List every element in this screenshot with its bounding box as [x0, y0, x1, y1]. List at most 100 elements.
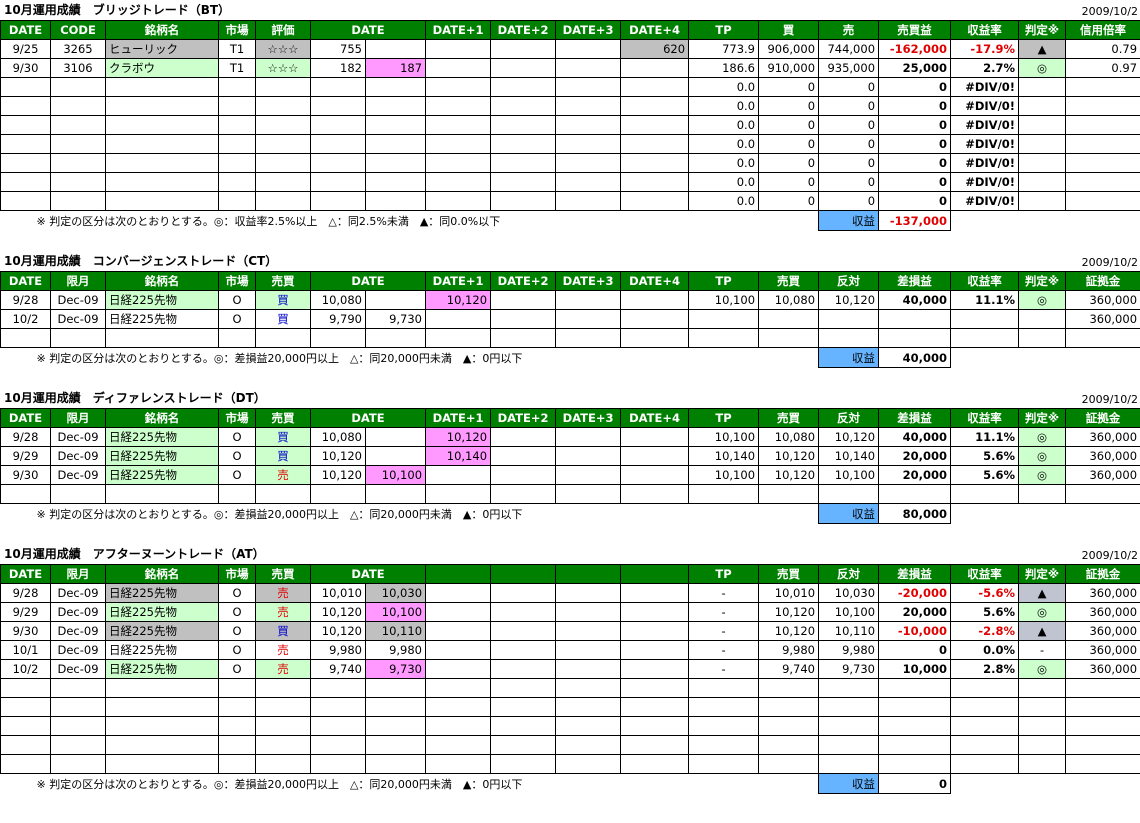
table-cell[interactable]	[425, 153, 492, 173]
column-header[interactable]: 銘柄名	[105, 20, 219, 40]
table-cell[interactable]: O	[218, 290, 256, 310]
table-cell[interactable]: 187	[364, 58, 427, 78]
table-cell[interactable]	[490, 583, 557, 603]
table-cell[interactable]	[555, 115, 622, 135]
table-cell[interactable]	[620, 153, 690, 173]
table-cell[interactable]	[364, 678, 427, 698]
table-cell[interactable]	[425, 328, 492, 348]
table-cell[interactable]	[620, 716, 690, 736]
table-cell[interactable]	[1018, 328, 1067, 348]
column-header[interactable]: TP	[688, 271, 760, 291]
table-cell[interactable]: ☆☆☆	[255, 39, 311, 59]
table-cell[interactable]	[364, 735, 427, 755]
table-cell[interactable]	[878, 678, 952, 698]
column-header[interactable]: DATE+2	[490, 271, 557, 291]
table-cell[interactable]	[555, 446, 622, 466]
table-cell[interactable]: 日経225先物	[105, 583, 219, 603]
table-cell[interactable]	[555, 427, 622, 447]
table-cell[interactable]: 10,120	[758, 602, 820, 622]
column-header[interactable]: 買	[758, 20, 820, 40]
table-cell[interactable]: 0	[818, 172, 880, 192]
table-cell[interactable]: T1	[218, 39, 256, 59]
column-header[interactable]: 証拠金	[1065, 408, 1140, 428]
column-header[interactable]: 反対	[818, 408, 880, 428]
table-cell[interactable]	[555, 678, 622, 698]
table-cell[interactable]	[364, 290, 427, 310]
table-cell[interactable]	[0, 328, 51, 348]
table-cell[interactable]: 10,120	[425, 427, 492, 447]
table-cell[interactable]	[688, 484, 760, 504]
table-cell[interactable]: -	[688, 602, 760, 622]
table-cell[interactable]: 買	[255, 290, 311, 310]
column-header[interactable]: DATE+4	[620, 271, 690, 291]
table-cell[interactable]: 360,000	[1065, 290, 1140, 310]
table-cell[interactable]	[0, 134, 51, 154]
table-cell[interactable]	[218, 153, 256, 173]
table-cell[interactable]: 5.6%	[950, 446, 1020, 466]
table-cell[interactable]: Dec-09	[50, 427, 106, 447]
table-cell[interactable]	[878, 328, 952, 348]
table-cell[interactable]	[218, 191, 256, 211]
table-cell[interactable]	[425, 678, 492, 698]
column-header[interactable]: TP	[688, 564, 760, 584]
table-cell[interactable]: 9/28	[0, 290, 51, 310]
column-header[interactable]: 売買	[255, 564, 311, 584]
table-cell[interactable]	[490, 39, 557, 59]
table-cell[interactable]	[255, 172, 311, 192]
table-cell[interactable]	[490, 115, 557, 135]
table-cell[interactable]: 10,120	[758, 446, 820, 466]
table-cell[interactable]: 日経225先物	[105, 290, 219, 310]
table-cell[interactable]	[620, 659, 690, 679]
table-cell[interactable]	[758, 678, 820, 698]
column-header[interactable]: 収益率	[950, 20, 1020, 40]
table-cell[interactable]: 360,000	[1065, 446, 1140, 466]
table-cell[interactable]: 2.7%	[950, 58, 1020, 78]
table-cell[interactable]	[555, 328, 622, 348]
table-cell[interactable]: 10,100	[688, 465, 760, 485]
column-header[interactable]: DATE	[309, 564, 427, 584]
table-cell[interactable]	[620, 735, 690, 755]
table-cell[interactable]: -	[1018, 640, 1067, 660]
table-cell[interactable]	[310, 115, 366, 135]
table-cell[interactable]: 10/2	[0, 659, 51, 679]
table-cell[interactable]: 5.6%	[950, 602, 1020, 622]
table-cell[interactable]: 3106	[50, 58, 106, 78]
table-cell[interactable]: 日経225先物	[105, 309, 219, 329]
table-cell[interactable]	[425, 134, 492, 154]
table-cell[interactable]: 10,120	[425, 290, 492, 310]
column-header[interactable]: DATE	[0, 564, 51, 584]
table-cell[interactable]: 0	[818, 115, 880, 135]
column-header[interactable]: 反対	[818, 564, 880, 584]
table-cell[interactable]: 10,120	[818, 427, 880, 447]
column-header[interactable]: DATE	[0, 20, 51, 40]
table-cell[interactable]: 10,140	[818, 446, 880, 466]
column-header[interactable]: 売買	[758, 271, 820, 291]
table-cell[interactable]	[490, 172, 557, 192]
table-cell[interactable]	[105, 697, 219, 717]
table-cell[interactable]	[818, 697, 880, 717]
table-cell[interactable]	[364, 754, 427, 774]
table-cell[interactable]: 9/25	[0, 39, 51, 59]
table-cell[interactable]: 9,740	[758, 659, 820, 679]
table-cell[interactable]: -10,000	[878, 621, 952, 641]
table-cell[interactable]: 0.0	[688, 172, 760, 192]
table-cell[interactable]: 買	[255, 621, 311, 641]
table-cell[interactable]: 10/2	[0, 309, 51, 329]
column-header[interactable]: DATE	[309, 408, 427, 428]
table-cell[interactable]	[0, 678, 51, 698]
table-cell[interactable]	[50, 172, 106, 192]
table-cell[interactable]: -17.9%	[950, 39, 1020, 59]
table-cell[interactable]: 10,120	[818, 290, 880, 310]
table-cell[interactable]	[878, 735, 952, 755]
table-cell[interactable]	[620, 583, 690, 603]
table-cell[interactable]: 0.0	[688, 153, 760, 173]
table-cell[interactable]	[50, 678, 106, 698]
column-header[interactable]: 限月	[50, 564, 106, 584]
table-cell[interactable]: 10,080	[758, 427, 820, 447]
table-cell[interactable]: 0	[818, 77, 880, 97]
table-cell[interactable]	[620, 134, 690, 154]
table-cell[interactable]	[1018, 191, 1067, 211]
table-cell[interactable]: 日経225先物	[105, 446, 219, 466]
column-header[interactable]: 判定※	[1018, 271, 1067, 291]
table-cell[interactable]	[105, 328, 219, 348]
